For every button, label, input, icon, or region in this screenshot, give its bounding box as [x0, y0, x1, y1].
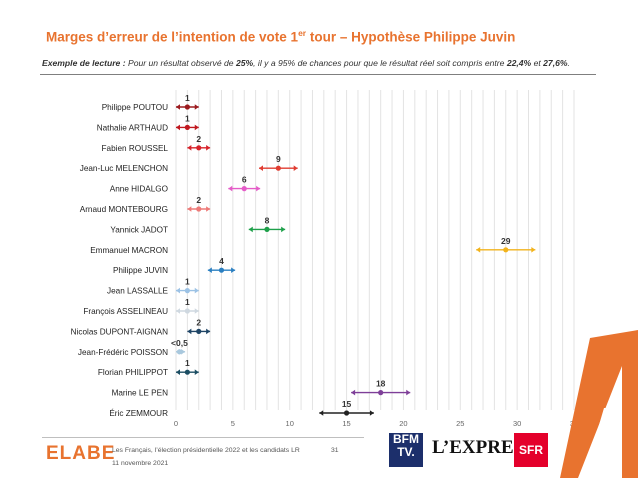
value-point	[275, 165, 281, 171]
value-point	[196, 206, 202, 212]
error-arrow-right	[181, 349, 186, 355]
candidate-name: Emmanuel MACRON	[90, 246, 168, 255]
error-arrow-right	[206, 328, 211, 335]
error-arrow-left	[176, 308, 180, 314]
value-point	[264, 226, 270, 232]
bfmtv-logo: BFM TV.	[389, 433, 423, 467]
error-arrow-right	[369, 410, 374, 416]
error-arrow-right	[194, 308, 199, 314]
subtitle-divider	[40, 74, 596, 75]
candidate-name: Éric ZEMMOUR	[109, 408, 168, 418]
chart-title: Marges d’erreur de l’intention de vote 1…	[46, 28, 516, 45]
value-point	[184, 124, 190, 130]
value-point	[218, 267, 225, 273]
error-arrow-right	[194, 124, 199, 131]
x-tick-label: 20	[399, 419, 407, 428]
value-label: 1	[185, 297, 190, 307]
value-label: 4	[219, 256, 224, 266]
error-arrow-right	[206, 145, 211, 151]
x-tick-label: 30	[513, 419, 521, 428]
value-label: <0,5	[171, 338, 188, 348]
error-arrow-right	[281, 226, 286, 233]
candidate-name: Jean-Luc MELENCHON	[80, 164, 168, 173]
value-point	[343, 410, 350, 416]
error-arrow-left	[187, 328, 192, 335]
x-tick-label: 15	[342, 419, 350, 428]
candidate-name: Nicolas DUPONT-AIGNAN	[71, 327, 168, 336]
error-arrow-left	[187, 145, 192, 151]
candidate-name: Florian PHILIPPOT	[98, 368, 168, 377]
value-label: 29	[501, 236, 511, 246]
x-tick-label: 5	[231, 419, 235, 428]
candidate-name: Jean-Frédéric POISSON	[78, 348, 168, 357]
error-arrow-right	[406, 389, 411, 396]
decorative-a-shape	[560, 330, 638, 478]
value-point	[503, 247, 509, 253]
error-arrow-left	[228, 185, 233, 192]
error-arrow-right	[206, 206, 211, 212]
lexpress-logo: L’EXPRESS	[432, 437, 535, 458]
footer-note: Les Français, l’élection présidentielle …	[112, 447, 300, 454]
sfr-logo: SFR	[514, 433, 548, 467]
value-point	[196, 145, 202, 151]
candidate-name: Philippe POUTOU	[102, 103, 168, 112]
error-arrow-left	[176, 287, 180, 294]
candidate-name: Anne HIDALGO	[110, 185, 168, 194]
page-number: 31	[331, 447, 339, 454]
value-label: 2	[196, 195, 201, 205]
candidate-name: Fabien ROUSSEL	[102, 144, 169, 153]
candidate-name: Yannick JADOT	[110, 225, 168, 234]
error-arrow-left	[187, 206, 192, 212]
error-arrow-left	[476, 247, 481, 253]
error-arrow-right	[194, 104, 199, 110]
footer-date: 11 novembre 2021	[112, 460, 169, 467]
candidate-name: Arnaud MONTEBOURG	[80, 205, 168, 214]
value-point	[184, 104, 190, 110]
value-point	[184, 369, 190, 375]
value-label: 2	[196, 134, 201, 144]
value-point	[184, 288, 190, 294]
error-arrow-left	[248, 226, 253, 233]
elabe-logo: ELABE	[46, 443, 116, 464]
error-arrow-left	[176, 369, 180, 375]
x-tick-label: 10	[286, 419, 294, 428]
error-arrow-right	[194, 369, 199, 375]
error-arrow-right	[194, 287, 199, 294]
value-label: 2	[196, 317, 201, 327]
error-arrow-right	[231, 267, 236, 273]
value-label: 15	[342, 399, 352, 409]
error-arrow-right	[256, 185, 261, 192]
x-tick-label: 25	[456, 419, 464, 428]
value-point	[176, 349, 183, 355]
value-label: 6	[242, 175, 247, 185]
value-label: 9	[276, 154, 281, 164]
error-arrow-left	[259, 165, 264, 171]
x-tick-label: 0	[174, 419, 178, 428]
candidate-name: Nathalie ARTHAUD	[97, 123, 168, 132]
value-point	[378, 390, 384, 396]
value-label: 8	[265, 215, 270, 225]
value-point	[241, 186, 247, 192]
value-label: 18	[376, 379, 386, 389]
candidate-name: Marine LE PEN	[112, 389, 169, 398]
footer-divider	[42, 437, 364, 438]
error-arrow-right	[293, 165, 298, 171]
error-arrow-right	[531, 247, 536, 253]
value-point	[196, 328, 202, 334]
error-arrow-left	[207, 267, 212, 273]
error-arrow-left	[176, 124, 180, 131]
error-arrow-left	[176, 104, 180, 110]
candidate-name: Jean LASSALLE	[107, 287, 169, 296]
candidate-name: Philippe JUVIN	[113, 266, 168, 275]
value-label: 1	[185, 358, 190, 368]
value-label: 1	[185, 93, 190, 103]
reading-example: Exemple de lecture : Pour un résultat ob…	[42, 58, 570, 68]
value-label: 1	[185, 277, 190, 287]
value-point	[184, 308, 190, 314]
value-label: 1	[185, 113, 190, 123]
candidate-name: François ASSELINEAU	[83, 307, 168, 316]
error-arrow-left	[319, 410, 324, 416]
error-arrow-left	[351, 389, 356, 396]
